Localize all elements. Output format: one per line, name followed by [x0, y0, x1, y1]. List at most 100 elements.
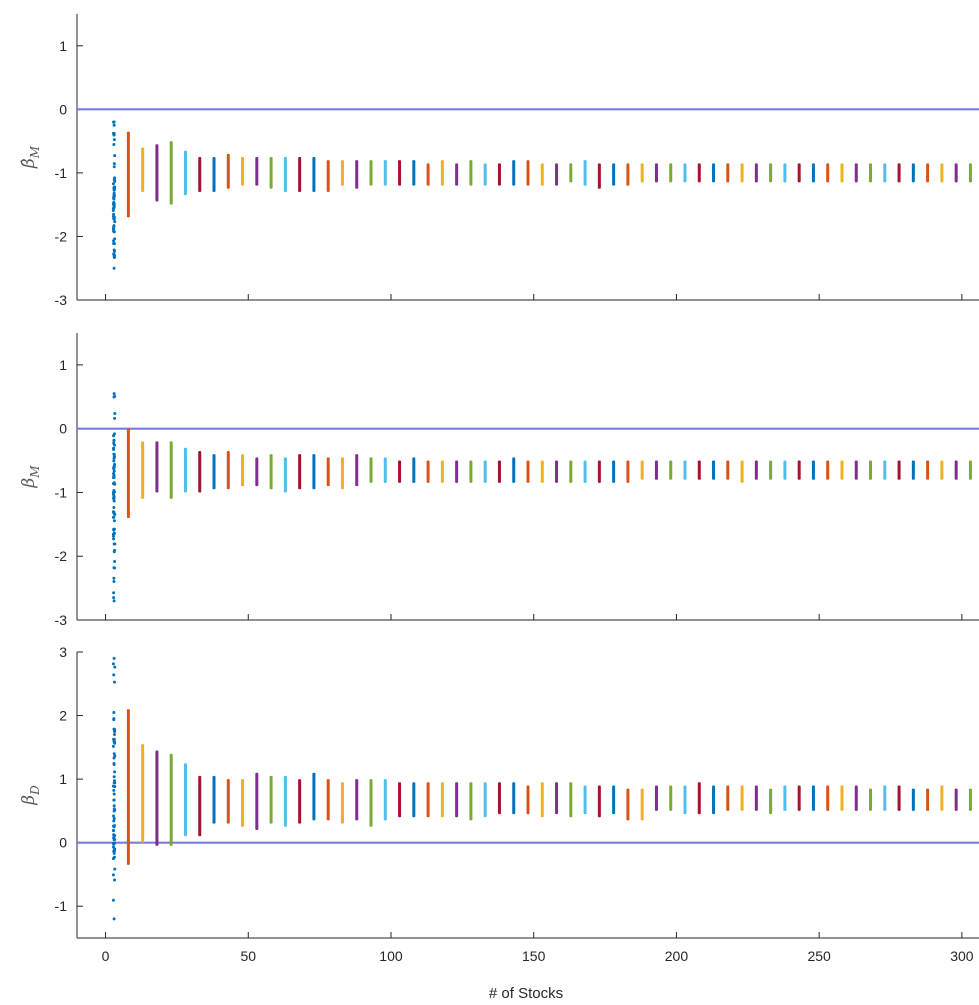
data-bar — [398, 160, 402, 186]
dot-column — [797, 460, 801, 480]
dot-column — [155, 750, 159, 846]
dot-column — [654, 785, 658, 811]
dot-column — [326, 160, 330, 192]
dot-column — [512, 160, 516, 186]
data-bar — [597, 785, 601, 818]
dot-column — [840, 460, 844, 480]
dot-column — [455, 782, 459, 818]
data-bar — [526, 160, 530, 186]
data-point — [112, 596, 116, 600]
data-bar — [883, 785, 887, 811]
dot-column — [169, 141, 173, 205]
dot-column — [555, 163, 559, 186]
data-point — [112, 511, 116, 515]
data-bar — [426, 782, 430, 818]
dot-column — [569, 163, 573, 183]
data-point — [112, 249, 116, 253]
dot-column — [754, 163, 758, 183]
dot-column — [269, 157, 273, 189]
data-bar — [583, 160, 587, 186]
data-point — [113, 254, 117, 258]
data-bar — [155, 144, 159, 202]
dot-column — [312, 772, 316, 821]
y-tick-label: -2 — [55, 228, 68, 244]
dot-column — [626, 163, 630, 186]
data-bar — [555, 163, 559, 186]
data-bar — [241, 779, 245, 827]
data-bar — [754, 460, 758, 480]
data-point — [112, 816, 116, 820]
dot-column — [483, 782, 487, 818]
data-point — [111, 845, 115, 849]
data-bar — [654, 785, 658, 811]
data-point — [112, 459, 116, 463]
data-bar — [512, 782, 516, 815]
data-point — [112, 792, 116, 796]
data-bar — [697, 460, 701, 480]
y-label-sub: M — [28, 465, 42, 479]
data-bar — [126, 428, 130, 518]
dot-column — [783, 163, 787, 183]
dot-column — [326, 457, 330, 487]
data-bar — [326, 779, 330, 821]
data-bar — [141, 441, 145, 499]
dot-column — [583, 785, 587, 815]
y-tick-label: -2 — [55, 548, 68, 564]
dot-column — [383, 160, 387, 186]
data-bar — [497, 782, 501, 815]
data-bar — [241, 157, 245, 186]
dot-column — [155, 441, 159, 493]
x-tick-label: 300 — [950, 948, 974, 964]
y-tick-label: 1 — [59, 38, 67, 54]
data-bar — [241, 454, 245, 487]
dot-column — [712, 163, 716, 183]
dot-column — [540, 782, 544, 818]
data-point — [112, 439, 116, 443]
dot-column — [626, 460, 630, 483]
data-bar — [283, 457, 287, 493]
data-bar — [669, 460, 673, 480]
data-bar — [640, 163, 644, 183]
dot-column — [340, 160, 344, 186]
data-bar — [597, 460, 601, 483]
data-bar — [968, 788, 972, 811]
dot-column — [640, 163, 644, 183]
data-point — [112, 717, 116, 721]
dot-column — [597, 785, 601, 818]
dot-column — [754, 460, 758, 480]
dot-column — [312, 157, 316, 192]
dot-column — [940, 460, 944, 480]
data-bar — [412, 160, 416, 186]
dot-column — [740, 785, 744, 811]
data-point — [112, 506, 116, 510]
y-tick-label: -3 — [55, 612, 68, 628]
data-point — [112, 496, 116, 500]
data-point — [112, 566, 116, 570]
dot-column — [683, 460, 687, 480]
data-bar — [369, 457, 373, 483]
data-bar — [697, 163, 701, 183]
dot-column — [455, 460, 459, 483]
data-point — [113, 176, 117, 180]
y-tick-label: -1 — [55, 165, 68, 181]
data-point — [112, 788, 116, 792]
dot-column — [583, 460, 587, 483]
x-tick-label: 50 — [240, 948, 256, 964]
data-bar — [669, 785, 673, 811]
data-bar — [926, 460, 930, 480]
data-bar — [840, 163, 844, 183]
dot-column — [340, 457, 344, 490]
dot-column — [512, 457, 516, 483]
data-bar — [569, 460, 573, 483]
data-bar — [469, 782, 473, 821]
dot-column — [869, 163, 873, 183]
dot-column — [854, 785, 858, 811]
data-bar — [283, 157, 287, 192]
data-point — [113, 849, 117, 853]
dot-column — [340, 782, 344, 824]
dot-column — [398, 160, 402, 186]
data-point — [112, 680, 116, 684]
y-axis-label-beta-d: βD — [19, 785, 42, 806]
data-bar — [269, 157, 273, 189]
data-bar — [883, 460, 887, 480]
